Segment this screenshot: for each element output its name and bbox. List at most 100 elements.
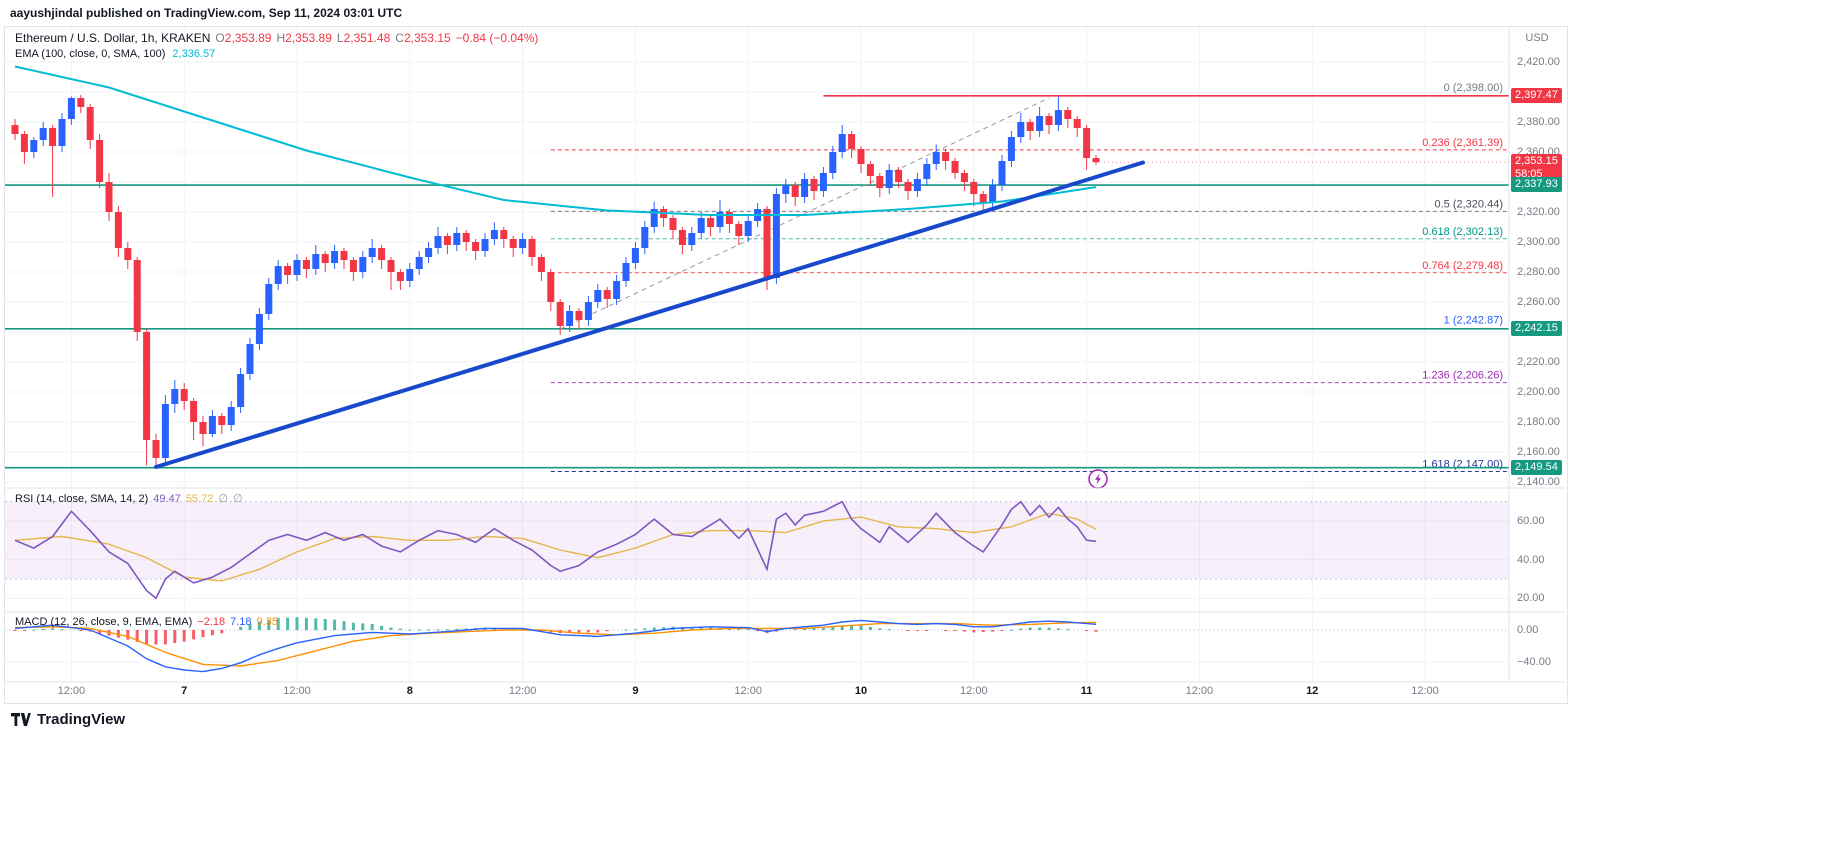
candle-body: [96, 140, 104, 182]
rsi-value: ∅: [232, 493, 243, 505]
scale-currency-label[interactable]: USD: [1525, 32, 1549, 44]
candle-body: [763, 209, 771, 278]
macd-hist-bar: [427, 629, 431, 631]
price-scale[interactable]: [1509, 27, 1565, 682]
macd-hist-bar: [163, 630, 167, 645]
macd-hist-bar: [389, 627, 393, 630]
macd-hist-bar: [925, 630, 929, 631]
macd-hist-bar: [445, 629, 449, 631]
macd-hist-bar: [652, 627, 656, 630]
macd-hist-bar: [1056, 628, 1060, 630]
macd-hist-bar: [333, 619, 337, 630]
candle-body: [11, 125, 19, 134]
candle-body: [744, 221, 752, 236]
macd-hist-bar: [1000, 630, 1004, 631]
macd-hist-bar: [887, 629, 891, 631]
boost-lightning-icon[interactable]: [1088, 469, 1108, 489]
macd-title[interactable]: MACD (12, 26, close, 9, EMA, EMA): [15, 616, 193, 628]
candle-body: [218, 416, 226, 425]
candle-body: [537, 257, 545, 272]
macd-value: 7.18: [230, 616, 252, 628]
footer-brand[interactable]: TradingView: [10, 709, 125, 729]
candle-body: [528, 239, 536, 257]
macd-hist-bar: [850, 625, 854, 630]
candle-body: [566, 311, 574, 326]
macd-hist-bar: [577, 630, 581, 633]
macd-hist-bar: [417, 629, 421, 631]
macd-hist-bar: [727, 628, 731, 630]
candle-body: [960, 173, 968, 182]
tradingview-logo-icon: [11, 713, 31, 726]
ema-title[interactable]: EMA (100, close, 0, SMA, 100): [15, 48, 166, 60]
chart-canvas[interactable]: 0 (2,398.00) 0.236 (2,361.39) 0.5 (2,320.4…: [5, 27, 1565, 701]
candle-body: [208, 416, 216, 434]
candle-body: [443, 236, 451, 245]
candle-body: [490, 230, 498, 239]
candle-body: [1007, 137, 1015, 161]
fib-label-0: 0 (2,398.00): [1444, 82, 1503, 94]
macd-hist-bar: [201, 630, 205, 638]
macd-hist-bar: [502, 628, 506, 630]
candle-body: [1083, 128, 1091, 158]
candle-body: [1092, 158, 1100, 163]
candle-body: [133, 260, 141, 332]
candle-body: [415, 257, 423, 269]
fib-label-0.236: 0.236 (2,361.39): [1422, 137, 1503, 149]
macd-hist-bar: [323, 619, 327, 630]
candle-body: [801, 179, 809, 197]
candle-body: [584, 302, 592, 320]
candle-body: [979, 194, 987, 203]
fib-label-0.618: 0.618 (2,302.13): [1422, 226, 1503, 238]
macd-hist-bar: [370, 624, 374, 630]
macd-hist-bar: [953, 630, 957, 631]
candle-body: [349, 260, 357, 272]
macd-hist-bar: [398, 628, 402, 630]
candle-body: [30, 140, 38, 152]
rsi-title[interactable]: RSI (14, close, SMA, 14, 2): [15, 493, 149, 505]
guide-trendline[interactable]: [559, 97, 1050, 330]
time-axis[interactable]: [5, 682, 1565, 701]
macd-hist-bar: [944, 630, 948, 631]
candle-body: [669, 218, 677, 230]
candle-body: [199, 422, 207, 434]
macd-hist-bar: [1085, 630, 1089, 631]
macd-hist-bar: [1094, 630, 1098, 632]
candle-body: [688, 233, 696, 245]
candle-body: [509, 239, 517, 248]
macd-hist-bar: [220, 630, 224, 634]
candle-body: [866, 164, 874, 176]
candle-body: [274, 266, 282, 284]
candle-body: [857, 149, 865, 164]
candle-body: [641, 227, 649, 248]
candle-body: [396, 272, 404, 281]
candle-body: [556, 302, 564, 326]
macd-hist-bar: [878, 628, 882, 630]
candle-body: [124, 248, 132, 260]
main-trendline[interactable]: [154, 160, 1145, 469]
candle-body: [284, 266, 292, 275]
macd-hist-bar: [455, 628, 459, 630]
macd-hist-bar: [690, 627, 694, 630]
price-change: −0.84 (−0.04%): [455, 31, 539, 45]
candle-body: [105, 182, 113, 212]
candle-body: [725, 212, 733, 224]
macd-hist-bar: [521, 628, 525, 630]
candle-body: [378, 248, 386, 260]
candle-body: [246, 344, 254, 374]
rsi-value: ∅: [218, 493, 228, 505]
candle-body: [190, 401, 198, 422]
rsi-band: [5, 501, 1509, 579]
candle-body: [885, 170, 893, 188]
candle-body: [161, 404, 169, 458]
macd-signal-line: [14, 621, 1097, 667]
symbol-title[interactable]: Ethereum / U.S. Dollar, 1h, KRAKEN: [15, 31, 211, 45]
candle-body: [180, 389, 188, 401]
candle-body: [481, 239, 489, 251]
rsi-line: [14, 500, 1097, 600]
candle-body: [453, 233, 461, 245]
candle-body: [942, 152, 950, 161]
macd-hist-bar: [22, 630, 26, 631]
candle-body: [631, 248, 639, 263]
ema-line[interactable]: [14, 65, 1097, 216]
